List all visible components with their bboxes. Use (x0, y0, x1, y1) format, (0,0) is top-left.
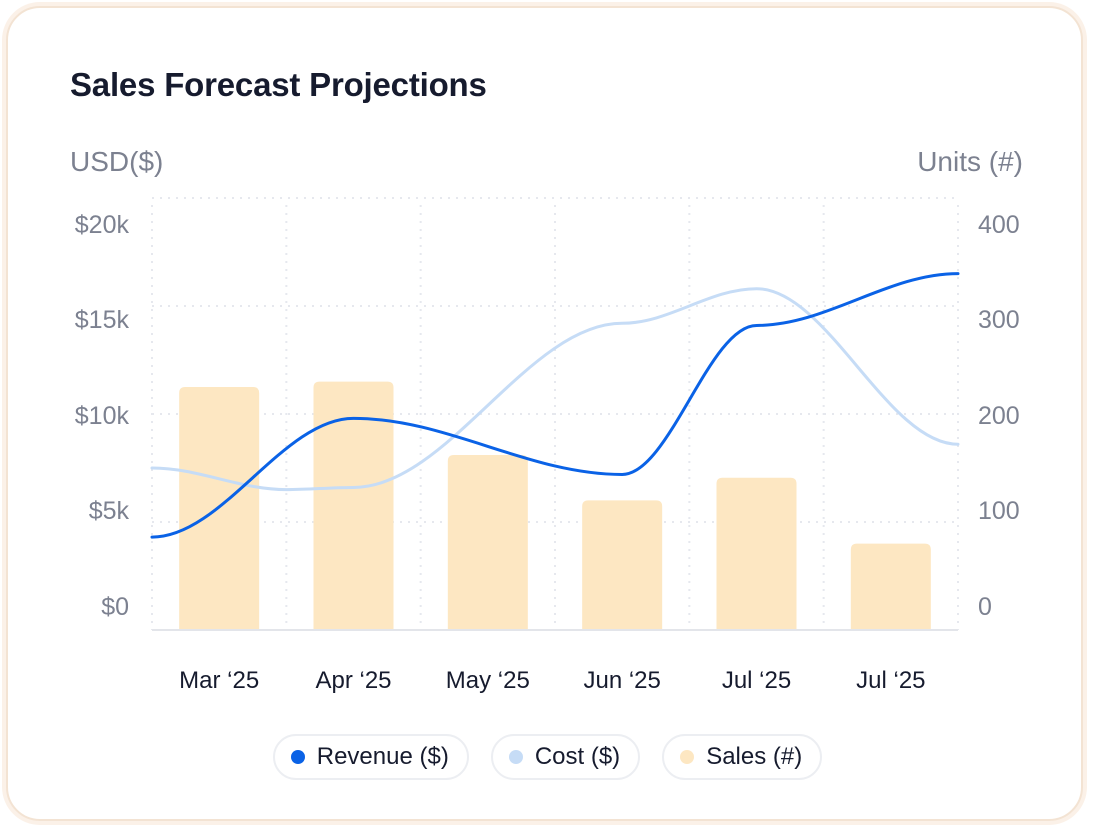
sales-bar (716, 477, 797, 630)
revenue-line (150, 272, 960, 539)
legend-item-cost[interactable]: Cost ($) (490, 734, 641, 780)
right-axis-tick-label: 400 (978, 211, 1020, 239)
legend-label-revenue: Revenue ($) (316, 743, 449, 770)
left-axis-tick-label: $0 (101, 593, 129, 621)
left-axis-tick-label: $20k (75, 211, 130, 239)
x-axis-category-label: Mar ‘25 (179, 667, 259, 694)
left-axis-tick-label: $10k (75, 402, 130, 430)
cost-line (150, 287, 960, 492)
chart-title: Sales Forecast Projections (70, 66, 487, 103)
sales-bar (447, 455, 528, 630)
legend-item-revenue[interactable]: Revenue ($) (272, 734, 469, 780)
legend-label-cost: Cost ($) (534, 743, 621, 770)
right-axis-tick-label: 100 (978, 497, 1020, 525)
sales-bar (313, 381, 394, 630)
right-axis-tick-label: 200 (978, 402, 1020, 430)
sales-bar (582, 500, 663, 630)
x-axis-category-label: Jun ‘25 (583, 667, 660, 694)
left-axis-tick-label: $5k (89, 497, 130, 525)
x-axis-category-label: May ‘25 (446, 667, 530, 694)
cost-dot-icon (508, 750, 523, 764)
legend-item-sales[interactable]: Sales (#) (662, 734, 823, 780)
chart-legend: Revenue ($) Cost ($) Sales (#) (0, 734, 1095, 780)
left-axis-unit-label: USD($) (70, 146, 164, 177)
left-axis-tick-label: $15k (75, 306, 130, 334)
legend-label-sales: Sales (#) (706, 743, 803, 770)
sales-dot-icon (680, 750, 695, 764)
right-axis-tick-label: 300 (978, 306, 1020, 334)
right-axis-tick-label: 0 (978, 593, 992, 621)
sales-bar (850, 543, 931, 630)
x-axis-category-label: Jul ‘25 (722, 667, 791, 694)
x-axis-category-label: Apr ‘25 (315, 667, 391, 694)
right-axis-unit-label: Units (#) (917, 146, 1023, 177)
revenue-dot-icon (290, 750, 305, 764)
x-axis-category-label: Jul ‘25 (856, 667, 925, 694)
